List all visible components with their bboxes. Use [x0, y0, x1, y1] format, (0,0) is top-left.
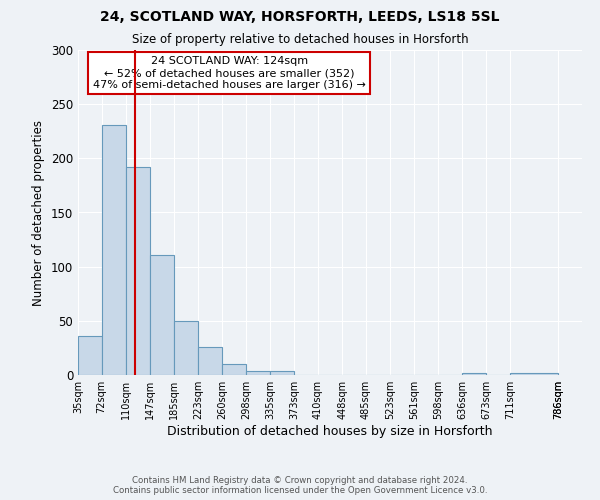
Bar [270, 370, 294, 375]
Bar [246, 370, 270, 375]
Bar [174, 321, 198, 375]
Text: 24, SCOTLAND WAY, HORSFORTH, LEEDS, LS18 5SL: 24, SCOTLAND WAY, HORSFORTH, LEEDS, LS18… [100, 10, 500, 24]
Bar [149, 255, 174, 375]
Text: Size of property relative to detached houses in Horsforth: Size of property relative to detached ho… [131, 32, 469, 46]
Y-axis label: Number of detached properties: Number of detached properties [32, 120, 46, 306]
Text: Contains HM Land Registry data © Crown copyright and database right 2024.
Contai: Contains HM Land Registry data © Crown c… [113, 476, 487, 495]
Bar [222, 364, 246, 375]
X-axis label: Distribution of detached houses by size in Horsforth: Distribution of detached houses by size … [167, 425, 493, 438]
Bar [78, 336, 101, 375]
Bar [126, 167, 149, 375]
Text: 24 SCOTLAND WAY: 124sqm
← 52% of detached houses are smaller (352)
47% of semi-d: 24 SCOTLAND WAY: 124sqm ← 52% of detache… [93, 56, 365, 90]
Bar [101, 124, 126, 375]
Bar [198, 347, 222, 375]
Bar [463, 373, 486, 375]
Bar [511, 373, 559, 375]
